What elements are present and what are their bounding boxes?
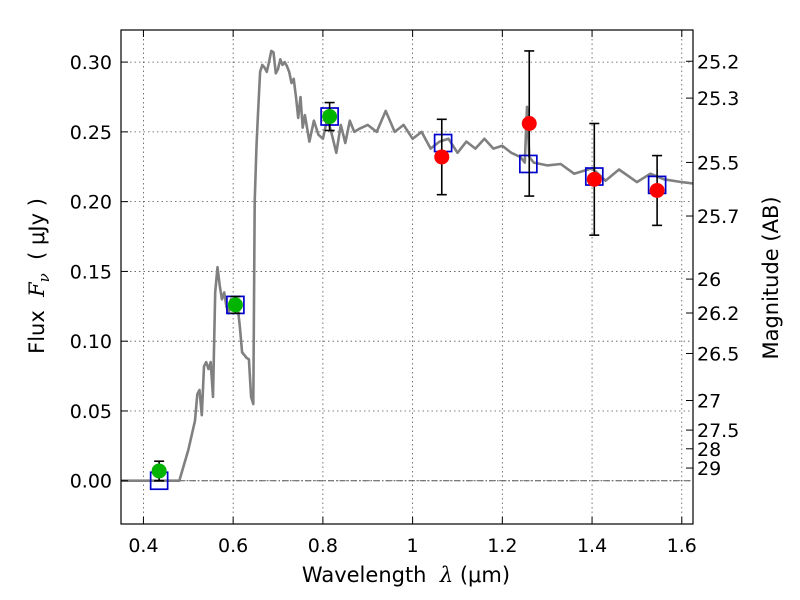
y-tick-label: 0.30 (70, 52, 112, 74)
magnitude-tick-label: 25.7 (697, 206, 739, 228)
photometry-point (586, 171, 602, 187)
photometry-point (521, 115, 537, 131)
y-tick-label: 0.25 (70, 122, 112, 144)
magnitude-tick-label: 27.5 (697, 420, 739, 442)
magnitude-tick-label: 26 (697, 269, 721, 291)
magnitude-tick-label: 27 (697, 391, 721, 413)
plot-frame (120, 29, 694, 525)
model-sed-line (121, 49, 694, 483)
photometry-point (649, 182, 665, 198)
y-axis-label: Flux Fν ( μJy ) (25, 198, 53, 354)
y-axis-symbol: F (25, 281, 49, 298)
x-tick-label: 0.8 (308, 535, 338, 557)
y-tick-label: 0.05 (70, 401, 112, 423)
x-tick-label: 1 (407, 535, 419, 557)
photometry-point (434, 149, 450, 165)
magnitude-tick-label: 25.2 (697, 51, 739, 73)
magnitude-tick-label: 25.3 (697, 88, 739, 110)
x-tick-label: 1.4 (577, 535, 607, 557)
x-tick-label: 0.4 (128, 535, 158, 557)
model-photometry-square (519, 154, 538, 174)
y-tick-label: 0.15 (70, 261, 112, 283)
data-points (149, 50, 667, 491)
magnitude-tick-label: 25.5 (697, 152, 739, 174)
magnitude-tick-label: 26.5 (697, 343, 739, 365)
axis-ticks (121, 30, 693, 524)
y-tick-label: 0.10 (70, 331, 112, 353)
magnitude-tick-label: 26.2 (697, 303, 739, 325)
x-tick-label: 0.6 (218, 535, 248, 557)
y-tick-label: 0.20 (70, 192, 112, 214)
y-tick-labels: 0.00 0.05 0.10 0.15 0.20 0.25 0.30 (70, 52, 112, 493)
y-axis-subscript: ν (35, 273, 53, 282)
y-tick-label: 0.00 (70, 471, 112, 493)
x-tick-label: 1.6 (667, 535, 697, 557)
x-axis-symbol: λ (439, 563, 453, 587)
x-axis-label: Wavelength λ (μm) (302, 563, 510, 587)
photometry-point (151, 463, 167, 479)
x-tick-labels: 0.4 0.6 0.8 1 1.2 1.4 1.6 (128, 535, 697, 557)
x-tick-label: 1.2 (487, 535, 517, 557)
model-curve (121, 49, 694, 483)
magnitude-tick-label: 28 (697, 439, 721, 461)
magnitude-tick-label: 29 (697, 458, 721, 480)
photometry-point (322, 109, 338, 125)
photometry-point (227, 297, 243, 313)
y-axis-right-label: Magnitude (AB) (759, 196, 783, 359)
